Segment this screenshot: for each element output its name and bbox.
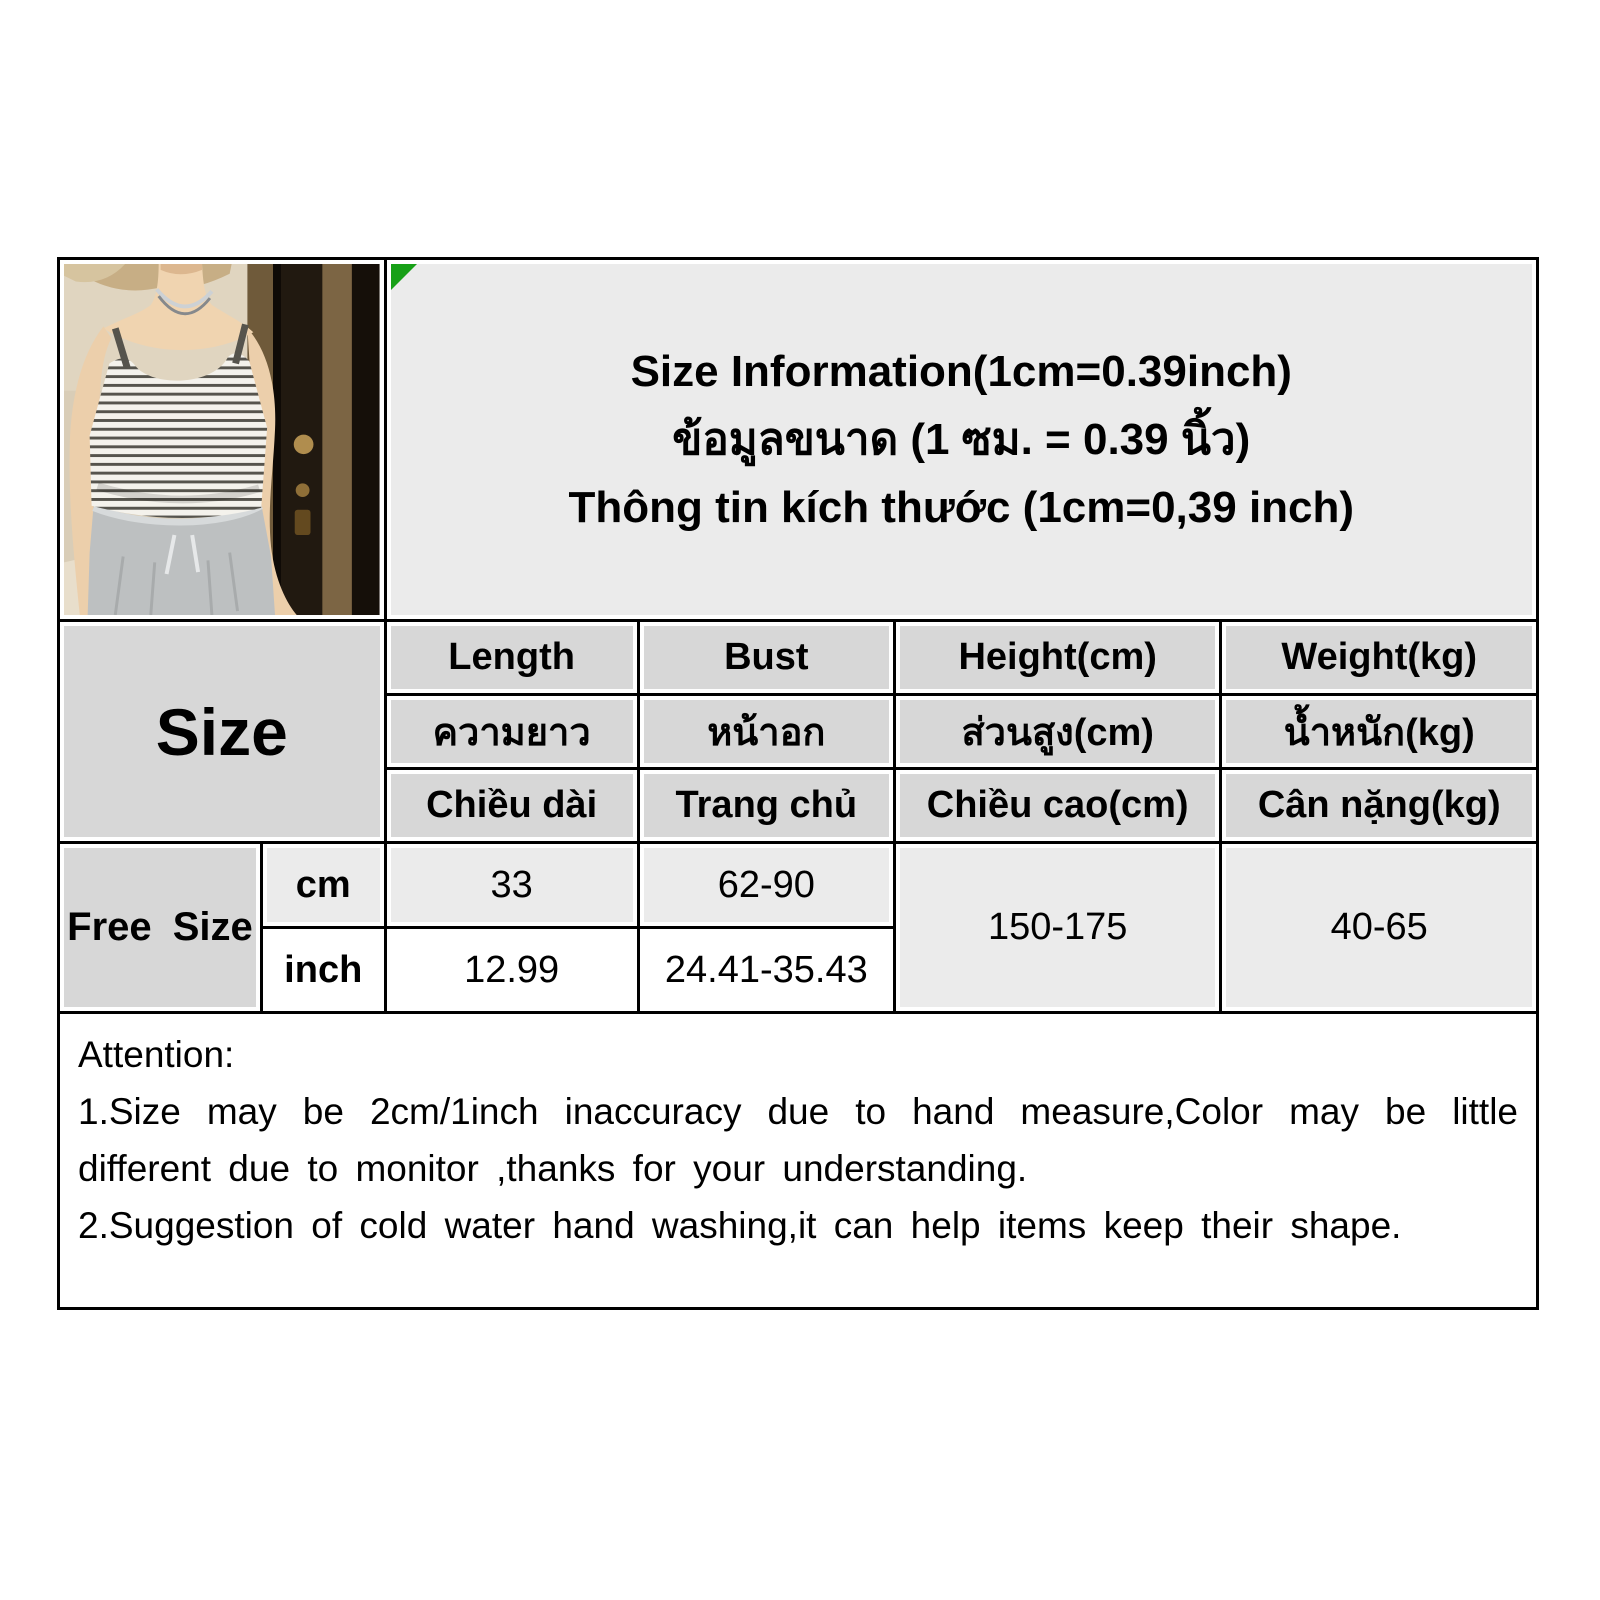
header-height-th: ส่วนสูง(cm) xyxy=(899,700,1216,763)
header-weight-vi-cell: Cân nặng(kg) xyxy=(1219,767,1539,844)
photo-banner-row: Size Information(1cm=0.39inch) ข้อมูลขนา… xyxy=(57,257,1540,622)
product-photo-illustration xyxy=(64,264,380,615)
header-weight-th-cell: น้ำหนัก(kg) xyxy=(1219,693,1539,770)
banner-title-en: Size Information(1cm=0.39inch) xyxy=(630,346,1292,396)
attention-note-1: 1.Size may be 2cm/1inch inaccuracy due t… xyxy=(78,1091,1518,1189)
header-length-en: Length xyxy=(390,626,633,689)
header-bust-vi-cell: Trang chủ xyxy=(636,767,896,844)
header-row-th: ความยาว หน้าอก ส่วนสูง(cm) น้ำหนัก(kg) xyxy=(59,693,1539,770)
bust-inch-value-cell: 24.41-35.43 xyxy=(636,926,896,1014)
length-cm-value-cell: 33 xyxy=(383,841,640,929)
height-range-cell: 150-175 xyxy=(892,841,1223,1014)
header-bust-th-cell: หน้าอก xyxy=(636,693,896,770)
length-cm-value: 33 xyxy=(390,848,633,922)
header-weight-vi: Cân nặng(kg) xyxy=(1226,774,1532,837)
attention-heading: Attention: xyxy=(78,1034,235,1075)
values-row-inch: inch 12.99 24.41-35.43 xyxy=(59,926,1538,1014)
bust-inch-value: 24.41-35.43 xyxy=(643,933,889,1007)
free-size-cell: Free Size xyxy=(57,841,263,1014)
header-height-th-cell: ส่วนสูง(cm) xyxy=(892,693,1223,770)
header-weight-th: น้ำหนัก(kg) xyxy=(1226,700,1532,763)
banner-title-th: ข้อมูลขนาด (1 ซม. = 0.39 นิ้ว) xyxy=(672,414,1251,464)
header-height-en: Height(cm) xyxy=(899,626,1216,689)
unit-inch-label: inch xyxy=(266,933,380,1007)
weight-range-cell: 40-65 xyxy=(1219,841,1539,1014)
green-corner-triangle-icon xyxy=(390,264,417,290)
header-height-vi: Chiều cao(cm) xyxy=(899,774,1216,837)
header-length-en-cell: Length xyxy=(383,619,640,696)
size-header-cell: Size xyxy=(57,619,387,844)
attention-cell: Attention: 1.Size may be 2cm/1inch inacc… xyxy=(57,1011,1539,1310)
values-row-cm: Free Size cm 33 62-90 150-175 40-65 xyxy=(57,841,1539,1014)
product-photo-cell xyxy=(57,257,387,622)
weight-range-value: 40-65 xyxy=(1226,848,1532,1007)
header-length-th-cell: ความยาว xyxy=(383,693,640,770)
header-bust-en: Bust xyxy=(643,626,889,689)
header-bust-vi: Trang chủ xyxy=(643,774,889,837)
attention-note-2: 2.Suggestion of cold water hand washing,… xyxy=(78,1205,1402,1246)
header-row-vi: Chiều dài Trang chủ Chiều cao(cm) Cân nặ… xyxy=(59,767,1539,844)
header-bust-th: หน้าอก xyxy=(643,700,889,763)
unit-cm-label: cm xyxy=(266,848,380,922)
attention-box: Attention: 1.Size may be 2cm/1inch inacc… xyxy=(64,1018,1532,1303)
height-range-value: 150-175 xyxy=(899,848,1216,1007)
attention-row: Attention: 1.Size may be 2cm/1inch inacc… xyxy=(57,1011,1539,1310)
header-length-th: ความยาว xyxy=(390,700,633,763)
header-row-en: Size Length Bust Height(cm) Weight(kg) xyxy=(57,619,1539,844)
unit-cm-cell: cm xyxy=(259,841,387,929)
header-bust-en-cell: Bust xyxy=(636,619,896,696)
bust-cm-value-cell: 62-90 xyxy=(636,841,896,929)
title-banner: Size Information(1cm=0.39inch) ข้อมูลขนา… xyxy=(390,264,1532,615)
header-length-vi: Chiều dài xyxy=(390,774,633,837)
length-inch-value-cell: 12.99 xyxy=(383,926,640,1014)
header-weight-en: Weight(kg) xyxy=(1226,626,1532,689)
header-height-vi-cell: Chiều cao(cm) xyxy=(892,767,1223,844)
title-banner-cell: Size Information(1cm=0.39inch) ข้อมูลขนา… xyxy=(383,257,1540,622)
unit-inch-cell: inch xyxy=(259,926,387,1014)
header-weight-en-cell: Weight(kg) xyxy=(1219,619,1539,696)
product-photo xyxy=(64,264,380,615)
size-chart-sheet: Size Information(1cm=0.39inch) ข้อมูลขนา… xyxy=(57,257,1540,1310)
size-header-label: Size xyxy=(64,626,380,837)
banner-title-vi: Thông tin kích thước (1cm=0,39 inch) xyxy=(568,482,1355,532)
header-length-vi-cell: Chiều dài xyxy=(383,767,640,844)
length-inch-value: 12.99 xyxy=(390,933,633,1007)
bust-cm-value: 62-90 xyxy=(643,848,889,922)
free-size-label: Free Size xyxy=(64,848,256,1007)
header-height-en-cell: Height(cm) xyxy=(892,619,1223,696)
